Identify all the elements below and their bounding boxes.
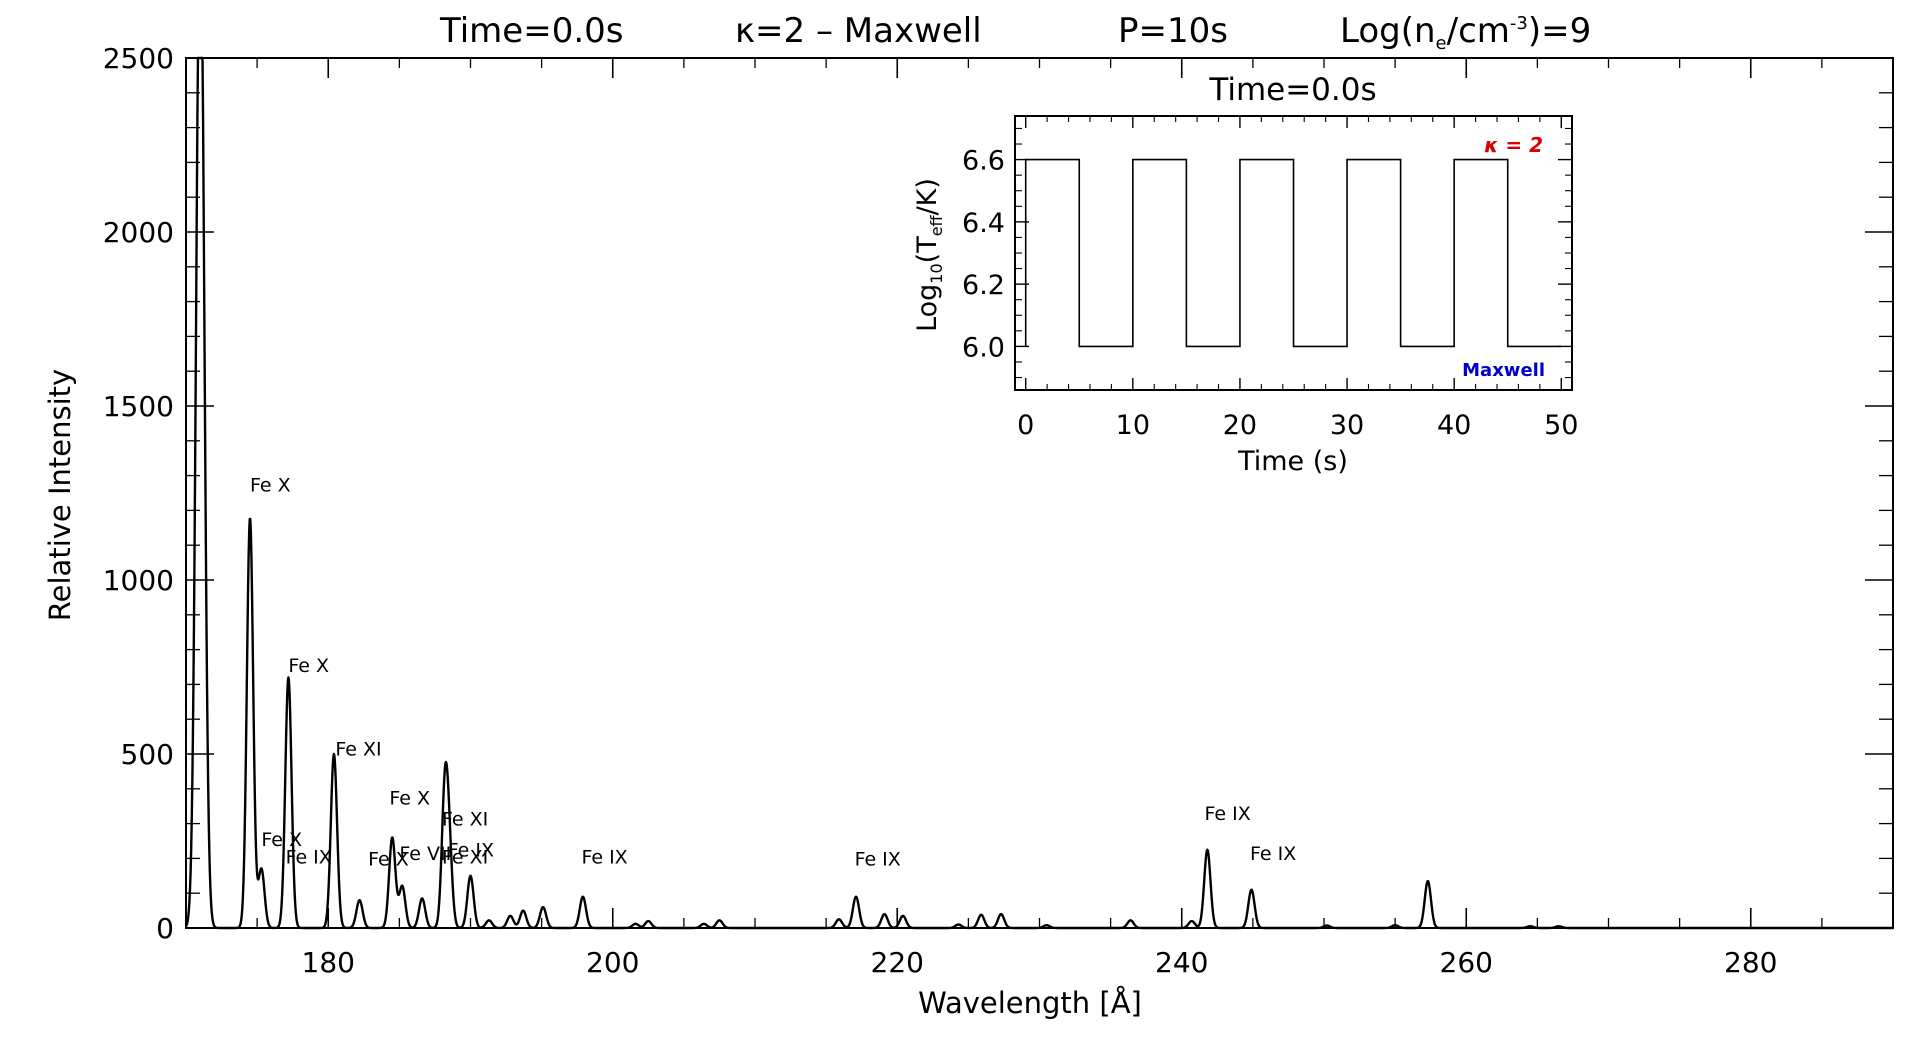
line-label: Fe XI xyxy=(442,847,488,869)
inset-legend-kappa: κ = 2 xyxy=(1484,133,1543,157)
line-label: Fe IX xyxy=(1205,803,1251,825)
inset-y-tick-label: 6.6 xyxy=(962,146,1005,177)
x-tick-label: 260 xyxy=(1440,946,1493,979)
line-label: Fe X xyxy=(368,848,409,870)
line-label: Fe X xyxy=(288,655,329,677)
y-tick-label: 1500 xyxy=(103,390,174,423)
line-label: Fe VII xyxy=(399,843,451,865)
line-label: Fe X xyxy=(261,829,302,851)
title-period: P=10s xyxy=(1118,11,1228,51)
line-label: Fe IX xyxy=(581,847,627,869)
y-tick-label: 2500 xyxy=(103,42,174,75)
title-density-mid: /cm xyxy=(1447,11,1510,51)
x-tick-label: 200 xyxy=(586,946,639,979)
y-tick-label: 2000 xyxy=(103,216,174,249)
y-tick-label: 1000 xyxy=(103,564,174,597)
inset-ylabel-prefix: Log xyxy=(912,284,943,332)
x-tick-label: 220 xyxy=(871,946,924,979)
inset-x-axis-label: Time (s) xyxy=(1237,446,1348,477)
title-density-sup: -3 xyxy=(1510,13,1528,34)
x-tick-label: 240 xyxy=(1155,946,1208,979)
inset-y-tick-label: 6.4 xyxy=(962,208,1005,239)
line-label: Fe IX xyxy=(855,848,901,870)
inset-x-tick-label: 50 xyxy=(1544,410,1578,441)
line-label: Fe X xyxy=(250,474,291,496)
line-label: Fe XI xyxy=(335,739,381,761)
title-density-suffix: )=9 xyxy=(1528,11,1591,51)
inset-legend-maxwell: Maxwell xyxy=(1462,360,1545,381)
y-axis-label: Relative Intensity xyxy=(43,369,77,621)
line-label: Fe XI xyxy=(442,808,488,830)
line-label: Fe IX xyxy=(1250,843,1296,865)
x-tick-label: 280 xyxy=(1724,946,1777,979)
inset-y-tick-label: 6.0 xyxy=(962,332,1005,363)
title-density-prefix: Log(n xyxy=(1340,11,1436,51)
inset-x-tick-label: 10 xyxy=(1116,410,1150,441)
x-axis-label: Wavelength [Å] xyxy=(918,986,1142,1020)
title-density-sub: e xyxy=(1436,33,1447,54)
y-tick-label: 0 xyxy=(156,912,174,945)
inset-ylabel-sub1: 10 xyxy=(927,263,946,283)
inset-plot-frame xyxy=(1014,115,1573,391)
line-label: Fe IX xyxy=(448,840,494,862)
y-tick-label: 500 xyxy=(121,738,174,771)
inset-ylabel-suffix: /K) xyxy=(912,178,943,215)
inset-temperature-plot: 0 10 20 30 40 50 6.0 6.2 6.4 6.6 Time=0.0s Time (… xyxy=(912,72,1578,477)
inset-x-tick-label: 20 xyxy=(1223,410,1257,441)
x-tick-label: 180 xyxy=(302,946,355,979)
main-plot-frame xyxy=(185,57,1894,929)
inset-y-axis-label: Log10(Teff/K) xyxy=(912,178,946,332)
inset-ylabel-mid: (T xyxy=(912,236,943,264)
title-time: Time=0.0s xyxy=(439,11,623,51)
inset-y-tick-label: 6.2 xyxy=(962,270,1005,301)
title-model: κ=2 – Maxwell xyxy=(735,11,982,51)
inset-x-tick-label: 40 xyxy=(1437,410,1471,441)
line-label: Fe X xyxy=(389,787,430,809)
inset-x-tick-label: 0 xyxy=(1017,410,1034,441)
inset-tick-labels: 0 10 20 30 40 50 6.0 6.2 6.4 6.6 xyxy=(962,146,1578,441)
inset-temperature-series-line xyxy=(1024,158,1562,348)
inset-x-tick-label: 30 xyxy=(1330,410,1364,441)
title-density: Log(ne/cm-3)=9 xyxy=(1340,11,1591,54)
inset-title: Time=0.0s xyxy=(1208,72,1376,108)
line-label: Fe IX xyxy=(286,847,332,869)
inset-ylabel-sub2: eff xyxy=(927,214,946,236)
